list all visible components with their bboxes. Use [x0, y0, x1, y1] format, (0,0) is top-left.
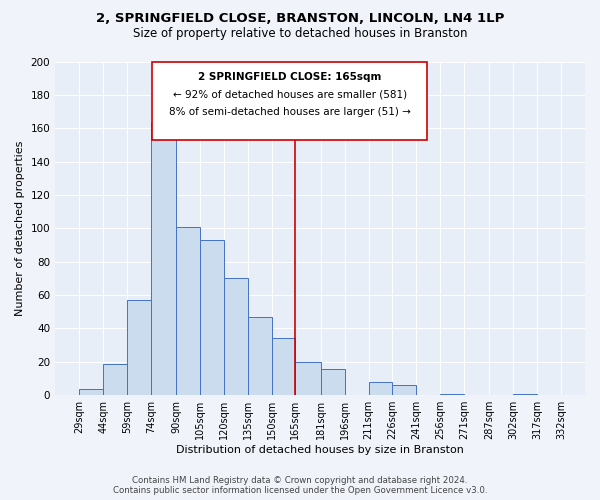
Bar: [440, 394, 464, 395]
Bar: [272, 338, 295, 395]
Bar: [127, 300, 151, 395]
Bar: [79, 388, 103, 395]
Bar: [368, 382, 392, 395]
Text: 8% of semi-detached houses are larger (51) →: 8% of semi-detached houses are larger (5…: [169, 106, 411, 117]
FancyBboxPatch shape: [152, 62, 427, 140]
Text: 2, SPRINGFIELD CLOSE, BRANSTON, LINCOLN, LN4 1LP: 2, SPRINGFIELD CLOSE, BRANSTON, LINCOLN,…: [96, 12, 504, 26]
Bar: [103, 364, 127, 395]
Bar: [321, 368, 345, 395]
Text: Contains HM Land Registry data © Crown copyright and database right 2024.
Contai: Contains HM Land Registry data © Crown c…: [113, 476, 487, 495]
Text: Size of property relative to detached houses in Branston: Size of property relative to detached ho…: [133, 28, 467, 40]
Bar: [151, 122, 176, 395]
Bar: [392, 385, 416, 395]
Text: ← 92% of detached houses are smaller (581): ← 92% of detached houses are smaller (58…: [173, 90, 407, 100]
Bar: [513, 394, 537, 395]
Y-axis label: Number of detached properties: Number of detached properties: [15, 140, 25, 316]
Bar: [295, 362, 321, 395]
Bar: [200, 240, 224, 395]
Bar: [176, 226, 200, 395]
Bar: [248, 317, 272, 395]
Bar: [224, 278, 248, 395]
Text: 2 SPRINGFIELD CLOSE: 165sqm: 2 SPRINGFIELD CLOSE: 165sqm: [198, 72, 382, 82]
X-axis label: Distribution of detached houses by size in Branston: Distribution of detached houses by size …: [176, 445, 464, 455]
